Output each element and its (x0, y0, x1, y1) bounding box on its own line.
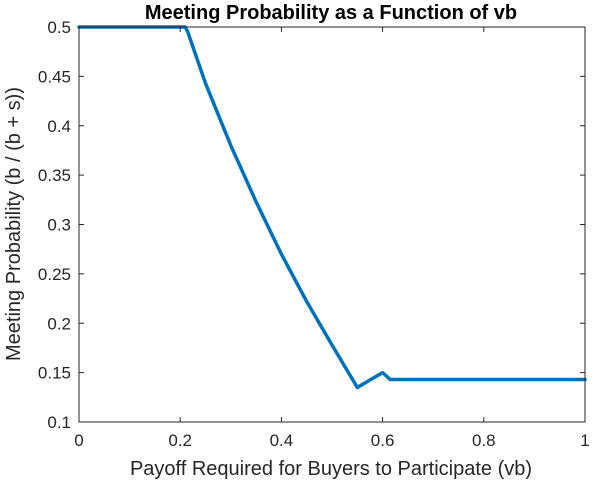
y-tick-label: 0.2 (47, 314, 71, 333)
y-tick-label: 0.15 (38, 364, 71, 383)
x-axis-label: Payoff Required for Buyers to Participat… (130, 458, 532, 480)
x-tick-label: 1 (580, 431, 589, 450)
series-line-1 (77, 25, 587, 390)
chart-title: Meeting Probability as a Function of vb (145, 2, 517, 24)
x-tick-label: 0 (74, 431, 83, 450)
y-tick-label: 0.25 (38, 265, 71, 284)
y-tick-label: 0.4 (47, 117, 71, 136)
y-tick-label: 0.1 (47, 413, 71, 432)
y-tick-label: 0.3 (47, 216, 71, 235)
y-axis-label: Meeting Probability (b / (b + s)) (3, 87, 25, 361)
x-tick-label: 0.8 (472, 431, 496, 450)
y-tick-label: 0.5 (47, 18, 71, 37)
plot-area: 0 0.2 0.4 0.6 0.8 1 0.1 0.15 0.2 0.25 0.3 0.35 0.4 0.… (38, 18, 590, 450)
x-tick-label: 0.6 (371, 431, 395, 450)
x-tick-label: 0.4 (270, 431, 294, 450)
y-tick-label: 0.35 (38, 166, 71, 185)
axes-box (78, 26, 586, 423)
x-tick-label: 0.2 (168, 431, 192, 450)
y-tick-label: 0.45 (38, 67, 71, 86)
